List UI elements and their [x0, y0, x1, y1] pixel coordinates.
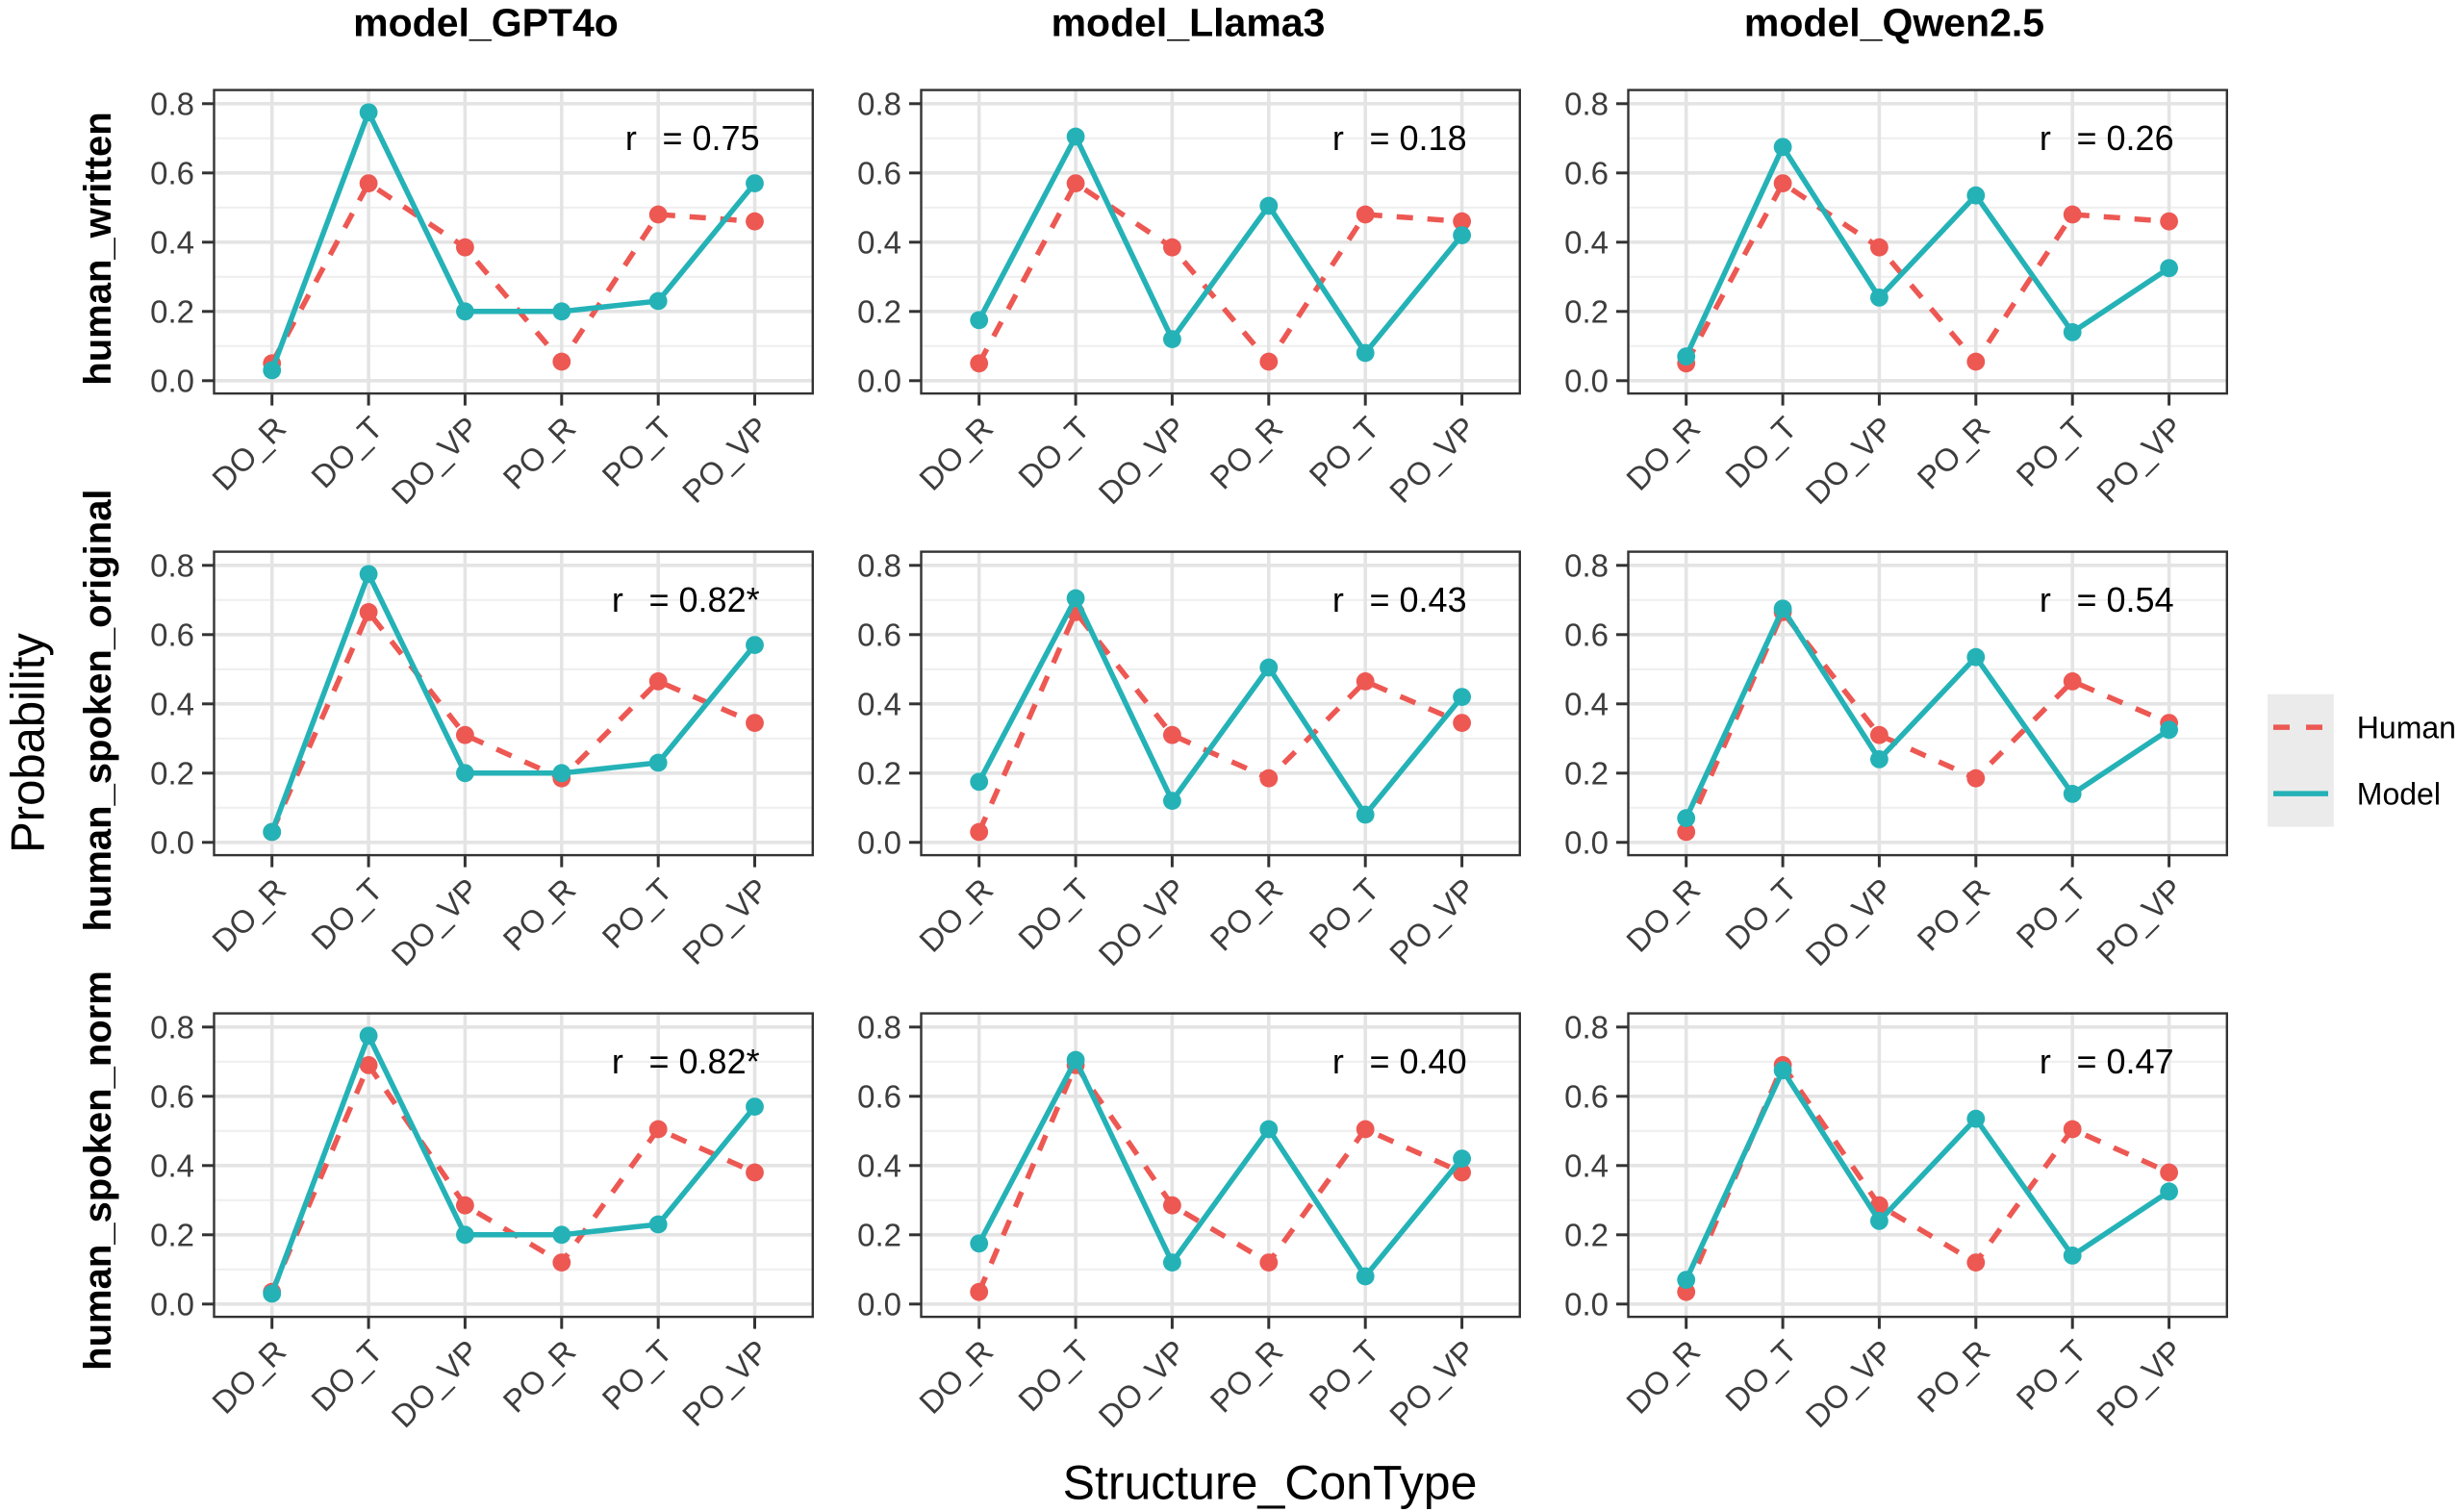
svg-text:r: r: [625, 118, 637, 158]
svg-text:0.2: 0.2: [150, 293, 194, 329]
svg-text:= 0.18: = 0.18: [1370, 118, 1467, 158]
svg-text:r: r: [612, 1042, 623, 1081]
svg-text:0.8: 0.8: [857, 547, 901, 583]
svg-text:0.2: 0.2: [1564, 755, 1609, 791]
svg-text:0.0: 0.0: [1564, 824, 1609, 860]
svg-text:r: r: [2040, 580, 2051, 619]
svg-text:0.6: 0.6: [150, 155, 194, 190]
svg-text:0.2: 0.2: [857, 1217, 901, 1252]
svg-text:0.0: 0.0: [150, 824, 194, 860]
svg-text:model_Llama3: model_Llama3: [1052, 1, 1326, 45]
svg-text:0.4: 0.4: [150, 224, 194, 260]
svg-text:0.6: 0.6: [857, 617, 901, 652]
svg-text:0.0: 0.0: [150, 363, 194, 398]
svg-text:Model: Model: [2357, 776, 2441, 811]
svg-text:r: r: [1332, 1042, 1344, 1081]
svg-text:Structure_ConType: Structure_ConType: [1063, 1456, 1478, 1510]
svg-text:0.0: 0.0: [1564, 1286, 1609, 1322]
svg-text:model_GPT4o: model_GPT4o: [353, 1, 619, 45]
svg-text:human_written: human_written: [77, 112, 119, 385]
svg-text:0.0: 0.0: [857, 363, 901, 398]
svg-text:= 0.82*: = 0.82*: [649, 1042, 760, 1081]
svg-text:Probability: Probability: [2, 633, 54, 853]
svg-text:0.6: 0.6: [1564, 1078, 1609, 1114]
svg-text:0.4: 0.4: [1564, 1147, 1609, 1183]
svg-text:0.4: 0.4: [150, 686, 194, 721]
svg-text:0.0: 0.0: [1564, 363, 1609, 398]
svg-text:0.8: 0.8: [1564, 1009, 1609, 1045]
svg-text:= 0.43: = 0.43: [1370, 580, 1467, 619]
svg-text:0.6: 0.6: [150, 617, 194, 652]
svg-text:0.0: 0.0: [857, 1286, 901, 1322]
svg-text:0.2: 0.2: [857, 293, 901, 329]
svg-text:0.8: 0.8: [857, 1009, 901, 1045]
svg-text:0.6: 0.6: [1564, 155, 1609, 190]
svg-text:0.0: 0.0: [150, 1286, 194, 1322]
svg-text:= 0.47: = 0.47: [2077, 1042, 2174, 1081]
svg-text:0.8: 0.8: [857, 86, 901, 121]
svg-text:0.6: 0.6: [857, 1078, 901, 1114]
svg-text:0.4: 0.4: [857, 686, 901, 721]
svg-text:0.8: 0.8: [1564, 547, 1609, 583]
svg-text:0.8: 0.8: [150, 86, 194, 121]
svg-text:0.6: 0.6: [857, 155, 901, 190]
svg-text:0.4: 0.4: [150, 1147, 194, 1183]
svg-text:= 0.82*: = 0.82*: [649, 580, 760, 619]
svg-text:0.8: 0.8: [150, 1009, 194, 1045]
svg-text:0.4: 0.4: [1564, 224, 1609, 260]
svg-text:r: r: [612, 580, 623, 619]
svg-text:r: r: [2040, 118, 2051, 158]
svg-text:= 0.26: = 0.26: [2077, 118, 2174, 158]
svg-text:human_spoken_original: human_spoken_original: [77, 489, 119, 931]
svg-text:0.8: 0.8: [1564, 86, 1609, 121]
svg-text:0.6: 0.6: [150, 1078, 194, 1114]
svg-text:Human: Human: [2357, 710, 2456, 744]
svg-text:human_spoken_norm: human_spoken_norm: [77, 970, 119, 1371]
svg-text:model_Qwen2.5: model_Qwen2.5: [1744, 1, 2044, 45]
svg-text:= 0.54: = 0.54: [2077, 580, 2174, 619]
svg-text:r: r: [1332, 118, 1344, 158]
svg-text:0.8: 0.8: [150, 547, 194, 583]
svg-text:0.4: 0.4: [857, 1147, 901, 1183]
svg-text:= 0.75: = 0.75: [663, 118, 760, 158]
svg-text:0.4: 0.4: [1564, 686, 1609, 721]
svg-text:r: r: [2040, 1042, 2051, 1081]
svg-text:0.2: 0.2: [1564, 1217, 1609, 1252]
svg-text:0.6: 0.6: [1564, 617, 1609, 652]
svg-text:= 0.40: = 0.40: [1370, 1042, 1467, 1081]
svg-text:0.0: 0.0: [857, 824, 901, 860]
svg-text:0.2: 0.2: [150, 1217, 194, 1252]
svg-text:0.2: 0.2: [857, 755, 901, 791]
svg-text:0.4: 0.4: [857, 224, 901, 260]
svg-text:0.2: 0.2: [150, 755, 194, 791]
svg-text:0.2: 0.2: [1564, 293, 1609, 329]
svg-text:r: r: [1332, 580, 1344, 619]
